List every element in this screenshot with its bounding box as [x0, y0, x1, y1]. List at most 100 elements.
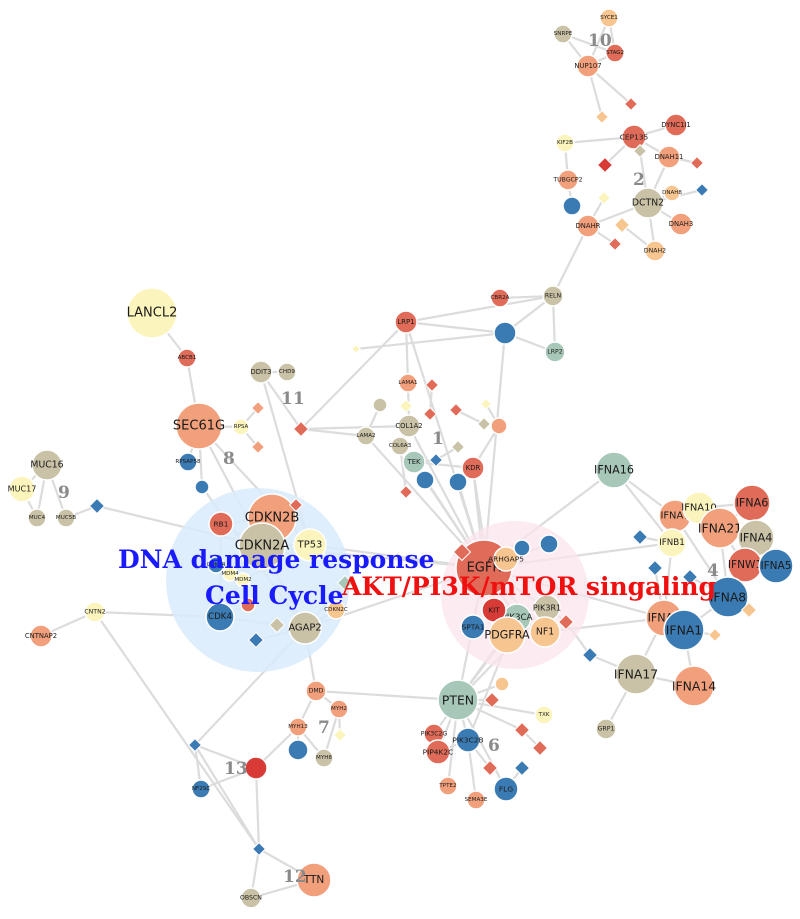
gene-node-c2_i[interactable]	[694, 182, 710, 198]
gene-node-c1_a[interactable]	[493, 321, 517, 345]
gene-node-grp1[interactable]: GRP1	[595, 718, 617, 740]
gene-node-c2_c[interactable]	[594, 109, 610, 125]
gene-node-c6_c[interactable]	[531, 739, 549, 757]
gene-node-c4_a[interactable]	[631, 528, 649, 546]
gene-node-reln[interactable]: RELN	[542, 285, 564, 307]
gene-node-c2_d[interactable]	[596, 156, 614, 174]
gene-node-ttn[interactable]: TTN	[296, 862, 332, 898]
gene-node-c8_a[interactable]	[194, 479, 210, 495]
gene-node-cdkn2c[interactable]: CDKN2C	[324, 600, 348, 620]
gene-node-ifnb1[interactable]: IFNB1	[657, 528, 687, 558]
gene-node-c11_c[interactable]	[292, 420, 310, 438]
gene-node-dctn2[interactable]: DCTN2	[632, 187, 664, 219]
gene-node-c12_a[interactable]	[251, 841, 267, 857]
gene-node-ifna4[interactable]: IFNA4	[737, 519, 775, 557]
gene-node-c13_a[interactable]	[244, 756, 268, 780]
gene-node-c1_e[interactable]	[448, 402, 464, 418]
gene-node-c1_d[interactable]	[422, 406, 438, 422]
gene-node-cdkn2a[interactable]: CDKN2A	[235, 522, 290, 570]
gene-node-c2_b[interactable]	[623, 96, 639, 112]
gene-node-chd9[interactable]: CHD9	[277, 362, 297, 382]
gene-node-spta1[interactable]: SPTA1	[460, 614, 486, 640]
gene-node-nup107[interactable]: NUP107	[574, 54, 602, 78]
gene-node-obscn[interactable]: OBSCN	[240, 887, 262, 909]
gene-node-c11_b[interactable]	[250, 439, 266, 455]
gene-node-syce1[interactable]: SYCE1	[599, 8, 619, 28]
gene-node-c1_o[interactable]	[479, 397, 493, 411]
gene-node-rpsa[interactable]: RPSA	[232, 418, 250, 436]
gene-node-dnahr[interactable]: DNAHR	[576, 214, 601, 238]
gene-node-arhgap5[interactable]: ARHGAP5	[488, 546, 524, 572]
gene-node-dnah11[interactable]: DNAH11	[655, 145, 684, 169]
gene-node-akt_a[interactable]	[513, 539, 531, 557]
gene-node-c1_b[interactable]	[424, 377, 440, 393]
gene-node-lrp2[interactable]: LRP2	[544, 341, 566, 363]
gene-node-myh2[interactable]: MYH2	[329, 699, 349, 719]
gene-node-cdk14[interactable]: CDK14	[207, 556, 226, 574]
gene-node-pip4k2c[interactable]: PIP4K2C	[423, 739, 454, 765]
gene-node-col1a2[interactable]: COL1A2	[395, 414, 423, 438]
gene-node-akt_b[interactable]	[452, 542, 472, 562]
gene-node-ifna21[interactable]: IFNA21	[698, 507, 742, 549]
gene-node-cc_b[interactable]	[247, 631, 265, 649]
gene-node-myh13[interactable]: MYH13	[288, 717, 308, 737]
gene-node-sec61g[interactable]: SEC61G	[173, 402, 225, 450]
gene-node-c2_a[interactable]	[562, 196, 582, 216]
gene-node-c13_b[interactable]	[187, 737, 203, 753]
gene-node-c4_c[interactable]	[681, 568, 699, 586]
gene-node-akt_c[interactable]	[557, 613, 575, 631]
gene-node-agap2[interactable]: AGAP2	[288, 611, 322, 645]
gene-node-pik3c2b[interactable]: PIK3C2B	[452, 727, 484, 753]
gene-node-c7_a[interactable]	[287, 739, 309, 761]
gene-node-c4_b[interactable]	[646, 559, 664, 577]
gene-node-mdm4[interactable]: MDM4	[221, 566, 239, 582]
gene-node-dnah8[interactable]: DNAH8	[662, 184, 682, 202]
gene-node-ifnw1[interactable]: IFNW1	[727, 547, 763, 583]
gene-node-c6_a[interactable]	[483, 691, 501, 709]
gene-node-tek[interactable]: TEK	[402, 450, 426, 474]
gene-node-tubgcp2[interactable]: TUBGCP2	[552, 169, 583, 191]
gene-node-cc_e[interactable]	[288, 497, 304, 513]
gene-node-c1_l[interactable]	[448, 472, 468, 492]
gene-node-lrp1[interactable]: LRP1	[394, 310, 418, 334]
gene-node-c1_n[interactable]	[351, 344, 361, 354]
gene-node-c2_g[interactable]	[613, 216, 631, 234]
gene-node-dnah3[interactable]: DNAH3	[669, 212, 693, 236]
gene-node-c1_h[interactable]	[490, 417, 508, 435]
gene-node-c6_e[interactable]	[513, 759, 531, 777]
gene-node-cc_c[interactable]	[268, 616, 286, 634]
gene-node-c1_f[interactable]	[450, 439, 466, 455]
gene-node-muc16[interactable]: MUC16	[30, 449, 64, 481]
gene-node-akt_d[interactable]	[581, 646, 599, 664]
gene-node-ifna16[interactable]: IFNA16	[594, 451, 634, 489]
gene-node-c2_e[interactable]	[632, 143, 648, 159]
gene-node-kdr[interactable]: KDR	[461, 456, 485, 480]
gene-node-tp53[interactable]: TP53	[293, 528, 327, 562]
gene-node-c6_f[interactable]	[494, 676, 510, 692]
gene-node-col6a3[interactable]: COL6A3	[389, 436, 412, 456]
gene-node-dync1i1[interactable]: DYNC1I1	[661, 113, 691, 137]
gene-node-ifna17[interactable]: IFNA17	[614, 653, 658, 695]
gene-node-ifna2[interactable]: IFNA2	[645, 599, 683, 637]
gene-node-rb1[interactable]: RB1	[208, 511, 234, 537]
gene-node-c2_h[interactable]	[607, 236, 623, 252]
gene-node-dmd[interactable]: DMD	[305, 680, 327, 702]
gene-node-c11_a[interactable]	[250, 400, 266, 416]
gene-node-cntnap2[interactable]: CNTNAP2	[25, 624, 57, 648]
gene-node-c7_b[interactable]	[332, 727, 348, 743]
gene-node-ifna14[interactable]: IFNA14	[672, 665, 716, 707]
gene-node-cbr2a[interactable]: CBR2A	[490, 288, 510, 308]
gene-node-nf1[interactable]: NF1	[529, 616, 561, 648]
gene-node-ifna5[interactable]: IFNA5	[758, 548, 794, 584]
gene-node-c1_c[interactable]	[398, 398, 414, 414]
gene-node-ifna6[interactable]: IFNA6	[733, 484, 771, 522]
gene-node-c4_d[interactable]	[740, 601, 758, 619]
gene-node-ifna1[interactable]: IFNA1	[663, 609, 705, 651]
gene-node-flg[interactable]: FLG	[493, 776, 519, 802]
gene-node-c9_a[interactable]	[88, 497, 106, 515]
gene-node-cc_a[interactable]	[240, 597, 256, 613]
gene-node-ifna8[interactable]: IFNA8	[707, 576, 749, 618]
gene-node-c1_m[interactable]	[398, 484, 414, 500]
gene-node-snrpe[interactable]: SNRPE	[553, 24, 573, 44]
gene-node-c1_j[interactable]	[372, 397, 388, 413]
